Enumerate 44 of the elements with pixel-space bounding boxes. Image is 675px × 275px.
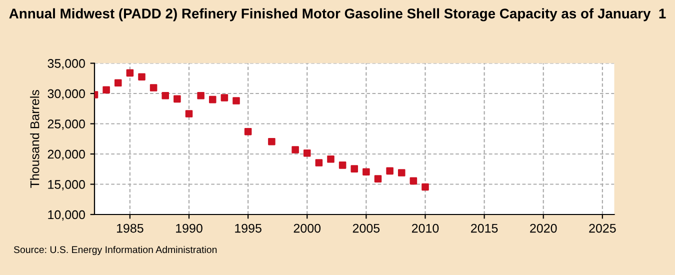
x-tick-label: 2010 [412, 224, 439, 233]
x-tick-label: 2005 [352, 224, 380, 233]
point [102, 86, 110, 94]
x-tick-label: 1990 [176, 224, 202, 233]
point [350, 165, 358, 172]
x-tick-label: 1995 [235, 224, 262, 233]
point [244, 128, 252, 136]
y-tick-label: 25,000 [48, 120, 85, 130]
point [114, 79, 122, 87]
point [362, 168, 370, 176]
y-tick-label: 10,000 [48, 210, 85, 221]
point [232, 97, 240, 104]
point [303, 149, 311, 157]
point [410, 177, 418, 185]
point [126, 69, 134, 77]
point [374, 175, 382, 182]
point [292, 146, 299, 154]
x-tick-label: 2025 [589, 224, 616, 233]
point [150, 84, 158, 92]
x-tick-label: 2015 [471, 224, 498, 233]
source-note: Source: U.S. Energy Information Administration [14, 246, 217, 256]
chart-title: Annual Midwest (PADD 2) Refinery Finished Motor Gasoline Shell Storage Capacity as of January 1 [9, 8, 666, 22]
y-tick-label: 20,000 [48, 150, 85, 160]
point [268, 138, 276, 146]
y-tick-label: 15,000 [48, 180, 85, 190]
y-tick-label: 30,000 [48, 89, 85, 100]
point [185, 110, 193, 118]
point [338, 162, 346, 169]
x-tick-label: 2020 [530, 224, 557, 233]
point [138, 73, 146, 81]
point [386, 167, 394, 175]
point [162, 92, 170, 100]
y-axis-title: Thousand Barrels [30, 90, 40, 188]
point [208, 96, 216, 104]
x-tick-label: 1985 [116, 224, 144, 233]
x-tick-label: 2000 [294, 224, 321, 233]
point [422, 183, 429, 191]
point [398, 169, 406, 176]
point [315, 159, 323, 166]
y-tick-label: 35,000 [48, 59, 85, 70]
point [174, 95, 181, 103]
point [220, 94, 228, 102]
point [327, 156, 334, 163]
point [197, 92, 204, 100]
